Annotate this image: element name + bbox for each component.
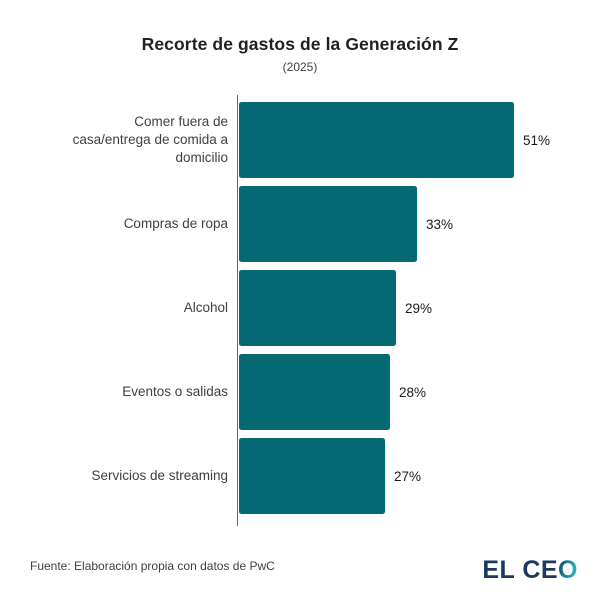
bar-chart: Comer fuera de casa/entrega de comida a … (0, 95, 600, 526)
bar-track: 33% (228, 186, 600, 262)
bar-track: 28% (228, 354, 600, 430)
category-label: Servicios de streaming (91, 468, 228, 484)
chart-row: Comer fuera de casa/entrega de comida a … (0, 102, 600, 178)
logo-text-primary: EL CE (482, 556, 559, 584)
chart-row: Eventos o salidas 28% (0, 354, 600, 430)
bar (239, 102, 514, 178)
value-label: 28% (399, 384, 427, 400)
bar (239, 186, 417, 262)
chart-row: Servicios de streaming 27% (0, 438, 600, 514)
y-axis-line (237, 95, 238, 526)
value-label: 51% (523, 132, 551, 148)
value-label: 33% (426, 216, 454, 232)
chart-rows: Comer fuera de casa/entrega de comida a … (0, 102, 600, 514)
bar (239, 270, 396, 346)
bar-track: 29% (228, 270, 600, 346)
category-label: Alcohol (183, 300, 228, 316)
category-label: Compras de ropa (123, 216, 228, 232)
chart-row: Alcohol 29% (0, 270, 600, 346)
category-label: Comer fuera de casa/entrega de comida a … (72, 114, 228, 165)
value-label: 27% (394, 468, 422, 484)
category-label: Eventos o salidas (122, 384, 228, 400)
page-title: Recorte de gastos de la Generación Z (141, 34, 459, 54)
source-note: Fuente: Elaboración propia con datos de … (30, 559, 275, 573)
bar-track: 51% (228, 102, 600, 178)
brand-logo: EL CEO (482, 558, 578, 583)
chart-row: Compras de ropa 33% (0, 186, 600, 262)
logo-text-accent: O (558, 556, 578, 584)
bar (239, 438, 385, 514)
bar (239, 354, 390, 430)
value-label: 29% (405, 300, 433, 316)
chart-subtitle: (2025) (282, 60, 318, 74)
bar-track: 27% (228, 438, 600, 514)
